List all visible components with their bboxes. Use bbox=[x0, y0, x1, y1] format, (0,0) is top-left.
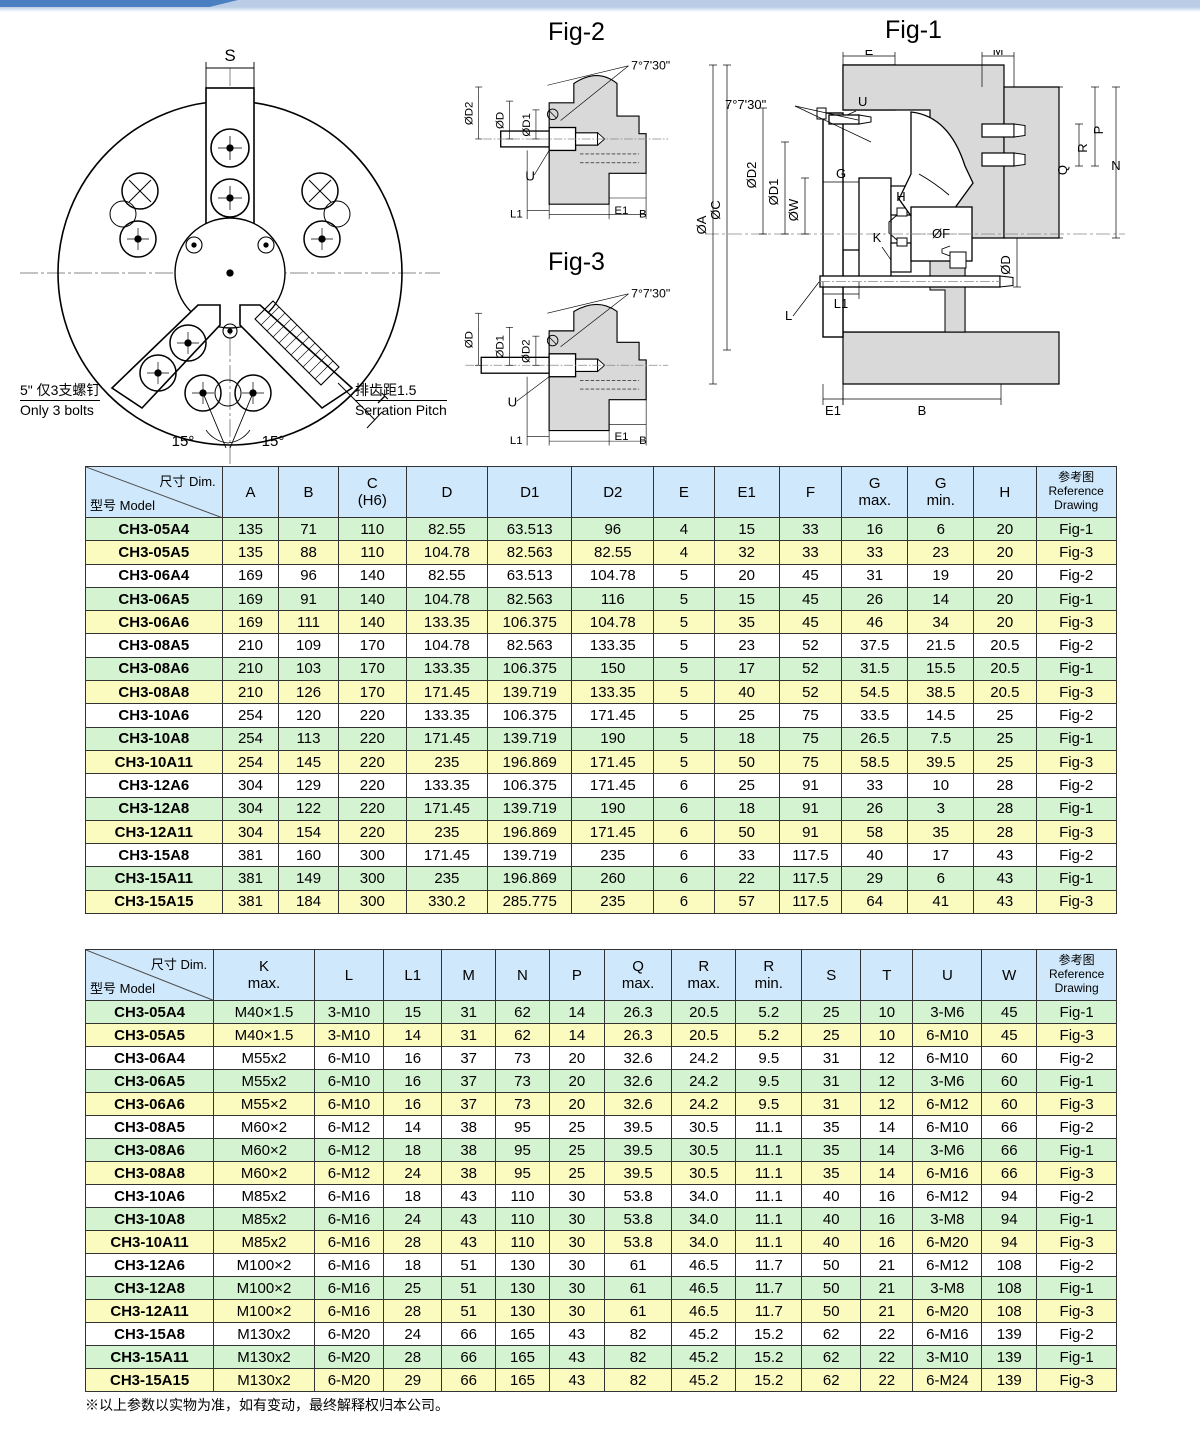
svg-text:H: H bbox=[896, 189, 905, 204]
svg-text:S: S bbox=[224, 48, 235, 65]
svg-text:K: K bbox=[873, 230, 882, 245]
svg-text:7°7'30": 7°7'30" bbox=[725, 97, 767, 112]
svg-text:7°7'30": 7°7'30" bbox=[631, 286, 670, 300]
svg-text:R: R bbox=[1075, 143, 1090, 152]
svg-text:B: B bbox=[639, 208, 647, 220]
svg-text:B: B bbox=[639, 435, 647, 447]
svg-text:G: G bbox=[836, 166, 846, 181]
svg-text:U: U bbox=[508, 395, 518, 410]
svg-text:ØD1: ØD1 bbox=[766, 179, 781, 206]
svg-text:L: L bbox=[785, 308, 792, 323]
svg-text:7°7'30": 7°7'30" bbox=[631, 58, 670, 72]
svg-text:P: P bbox=[1091, 126, 1106, 135]
svg-text:ØD: ØD bbox=[463, 331, 475, 348]
svg-text:ØD1: ØD1 bbox=[494, 335, 506, 359]
svg-text:ØA: ØA bbox=[695, 215, 709, 234]
svg-text:ØD2: ØD2 bbox=[744, 162, 759, 189]
svg-text:U: U bbox=[525, 168, 535, 183]
svg-text:L1: L1 bbox=[834, 296, 848, 311]
svg-text:L1: L1 bbox=[510, 208, 523, 220]
svg-text:ØD2: ØD2 bbox=[464, 102, 476, 126]
svg-text:ØD2: ØD2 bbox=[521, 339, 533, 363]
svg-text:M: M bbox=[993, 50, 1004, 58]
svg-text:ØC: ØC bbox=[708, 200, 723, 220]
svg-text:15°: 15° bbox=[262, 433, 285, 450]
svg-text:N: N bbox=[1111, 158, 1120, 173]
svg-text:15°: 15° bbox=[172, 433, 195, 450]
svg-text:ØF: ØF bbox=[932, 226, 950, 241]
svg-text:ØD1: ØD1 bbox=[521, 113, 533, 137]
svg-text:ØW: ØW bbox=[786, 198, 801, 221]
svg-text:Q: Q bbox=[1055, 165, 1070, 175]
svg-text:L1: L1 bbox=[510, 435, 523, 447]
svg-text:ØD: ØD bbox=[998, 255, 1013, 275]
svg-text:U: U bbox=[858, 94, 867, 109]
svg-text:B: B bbox=[918, 403, 927, 418]
svg-text:E1: E1 bbox=[614, 431, 628, 443]
svg-text:E1: E1 bbox=[825, 403, 841, 418]
svg-text:ØD: ØD bbox=[494, 112, 506, 129]
svg-text:E: E bbox=[865, 50, 874, 58]
svg-text:E1: E1 bbox=[614, 205, 628, 217]
